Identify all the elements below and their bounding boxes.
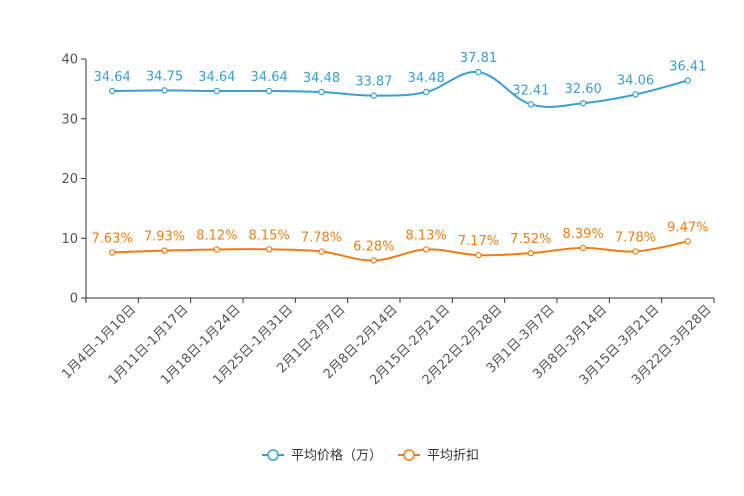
data-label: 34.64 <box>251 70 288 85</box>
data-label: 7.17% <box>458 234 499 249</box>
data-label: 8.15% <box>249 228 290 243</box>
data-label: 34.64 <box>198 70 235 85</box>
data-label: 7.93% <box>144 230 185 245</box>
data-label: 7.78% <box>615 231 656 246</box>
data-point[interactable] <box>632 248 639 255</box>
data-label: 34.75 <box>146 69 183 84</box>
y-axis: 0 10 20 30 40 <box>61 53 87 307</box>
data-point[interactable] <box>632 91 639 98</box>
data-point[interactable] <box>370 257 378 264</box>
data-point[interactable] <box>579 100 587 107</box>
data-point[interactable] <box>527 101 535 108</box>
data-point[interactable] <box>370 92 378 99</box>
data-point[interactable] <box>213 87 221 95</box>
y-tick-label: 10 <box>61 232 78 247</box>
series-line <box>112 71 689 108</box>
series-layer: 34.64 34.75 34.64 34.64 34.48 33.87 34.48 37.81… <box>92 51 708 264</box>
data-point[interactable] <box>422 88 430 96</box>
data-label: 32.60 <box>565 82 602 97</box>
legend-marker-icon <box>403 449 415 461</box>
data-label: 8.12% <box>196 228 237 243</box>
data-point[interactable] <box>684 238 692 245</box>
data-label: 34.48 <box>408 71 445 86</box>
data-label: 33.87 <box>355 75 392 90</box>
data-point[interactable] <box>265 87 273 95</box>
data-point[interactable] <box>108 87 116 95</box>
x-axis: 1月4日-1月10日1月11日-1月17日1月18日-1月24日1月25日-1月… <box>59 297 715 388</box>
legend-marker-icon <box>267 449 279 461</box>
data-label: 7.78% <box>301 231 342 246</box>
data-point[interactable] <box>161 87 168 94</box>
data-point[interactable] <box>161 247 168 254</box>
data-point[interactable] <box>527 249 535 257</box>
data-point[interactable] <box>475 68 482 76</box>
y-tick-label: 40 <box>61 53 78 68</box>
data-point[interactable] <box>579 244 587 252</box>
legend[interactable]: 平均价格（万） 平均折扣 <box>262 448 479 464</box>
data-label: 34.64 <box>94 70 131 85</box>
legend-item-avg-price[interactable]: 平均价格（万） <box>262 448 382 464</box>
data-label: 6.28% <box>353 239 394 254</box>
data-label: 37.81 <box>460 51 497 66</box>
series-line <box>112 240 689 262</box>
data-point[interactable] <box>684 77 692 84</box>
y-tick-label: 0 <box>70 292 78 307</box>
data-point[interactable] <box>318 248 325 255</box>
data-point[interactable] <box>108 249 116 256</box>
data-label: 8.13% <box>406 228 447 243</box>
data-point[interactable] <box>265 246 273 253</box>
data-label: 32.41 <box>512 83 549 98</box>
data-label: 34.06 <box>617 73 654 88</box>
series-avg-price: 34.64 34.75 34.64 34.64 34.48 33.87 34.48 37.81… <box>94 51 706 108</box>
data-point[interactable] <box>318 88 325 96</box>
data-label: 8.39% <box>563 227 604 242</box>
data-point[interactable] <box>213 246 221 253</box>
series-avg-discount: 7.63% 7.93% 8.12% 8.15% 7.78% 6.28% 8.13% 7.17%… <box>92 220 708 264</box>
y-tick-label: 20 <box>61 172 78 187</box>
legend-item-avg-discount[interactable]: 平均折扣 <box>398 449 479 464</box>
y-tick-label: 30 <box>61 112 78 127</box>
data-label: 9.47% <box>667 220 708 235</box>
data-point[interactable] <box>475 251 482 259</box>
data-label: 36.41 <box>669 59 706 74</box>
data-label: 7.63% <box>92 231 133 246</box>
legend-label: 平均折扣 <box>427 449 479 464</box>
data-label: 7.52% <box>510 232 551 247</box>
data-label: 34.48 <box>303 71 340 86</box>
legend-label: 平均价格（万） <box>291 448 382 464</box>
data-point[interactable] <box>422 246 430 253</box>
